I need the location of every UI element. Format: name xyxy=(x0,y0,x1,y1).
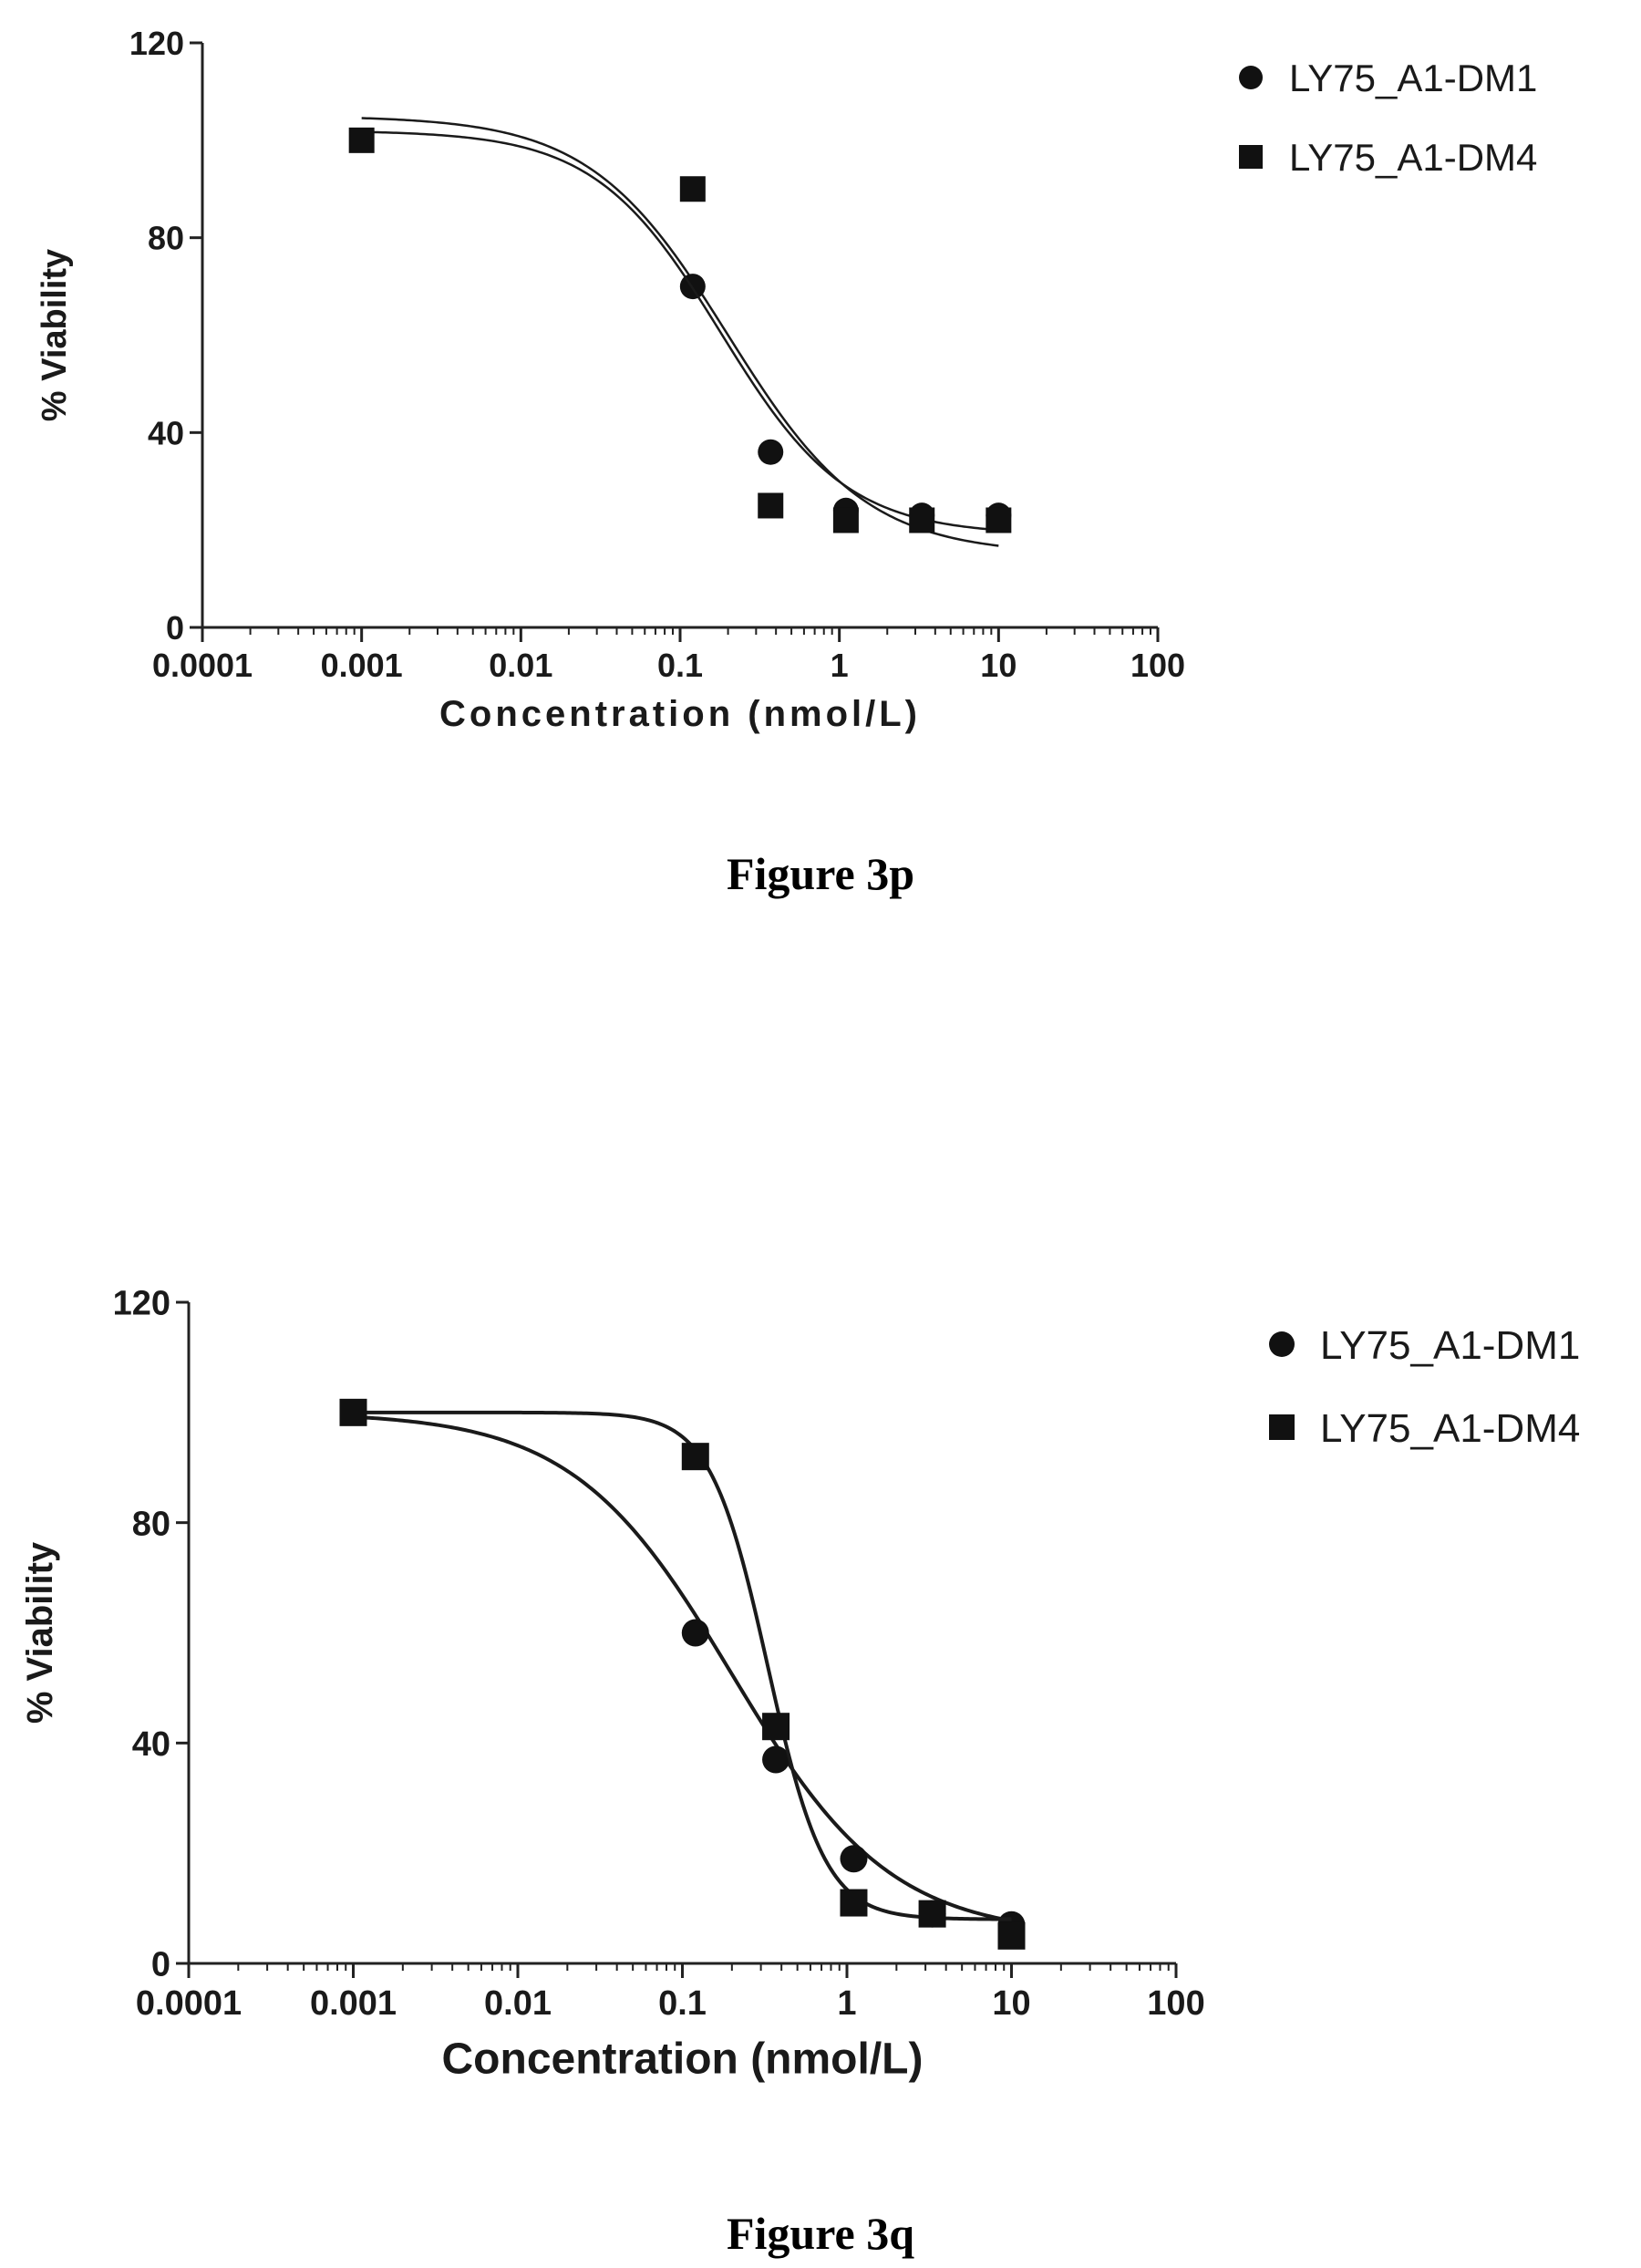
y-axis-title: % Viability xyxy=(36,249,74,421)
data-point-square xyxy=(339,1398,367,1426)
fit-curve-square xyxy=(361,130,999,532)
data-point-square xyxy=(909,507,935,533)
y-tick-label: 0 xyxy=(166,609,184,647)
data-point-square xyxy=(840,1889,868,1917)
x-tick-label: 0.001 xyxy=(321,647,403,684)
legend-label: LY75_A1-DM4 xyxy=(1289,136,1537,179)
y-tick-label: 40 xyxy=(148,414,184,451)
data-point-square xyxy=(681,1443,709,1471)
x-axis-title: Concentration (nmol/L) xyxy=(442,2035,924,2084)
data-point-circle xyxy=(840,1845,868,1873)
x-tick-label: 10 xyxy=(992,1984,1030,2023)
y-tick-label: 40 xyxy=(132,1725,170,1764)
data-point-circle xyxy=(681,1619,709,1647)
fit-curve-square xyxy=(353,1410,1012,1921)
x-tick-label: 10 xyxy=(980,647,1017,684)
x-tick-label: 100 xyxy=(1147,1984,1204,2023)
fit-curve-circle xyxy=(353,1414,1012,1923)
x-tick-label: 0.001 xyxy=(310,1984,397,2023)
data-point-square xyxy=(679,176,706,202)
x-axis-title: Concentration (nmol/L) xyxy=(439,694,921,734)
data-point-square xyxy=(762,1713,790,1741)
data-point-square xyxy=(758,492,784,519)
x-tick-label: 0.1 xyxy=(658,1984,707,2023)
chart-3p: 0 40 80 120 0.0001 0.001 0.01 0.1 1 10 100 Concentr… xyxy=(36,25,1537,899)
y-axis-title: % Viability xyxy=(20,1541,60,1724)
legend-marker-square xyxy=(1269,1414,1295,1440)
data-point-square xyxy=(997,1921,1026,1950)
legend-label: LY75_A1-DM4 xyxy=(1320,1406,1580,1451)
legend-marker-square xyxy=(1239,145,1263,169)
data-point-circle xyxy=(758,439,784,465)
x-tick-label: 0.0001 xyxy=(136,1984,242,2023)
figure-caption: Figure 3p xyxy=(727,848,914,899)
data-point-circle xyxy=(762,1745,790,1774)
y-tick-label: 80 xyxy=(132,1505,170,1543)
data-point-square xyxy=(918,1900,946,1928)
data-point-square xyxy=(986,507,1012,533)
data-point-square xyxy=(348,127,375,153)
legend-marker-circle xyxy=(1239,66,1263,89)
x-tick-label: 1 xyxy=(837,1984,856,2023)
x-tick-label: 1 xyxy=(831,647,849,684)
y-tick-label: 120 xyxy=(129,25,184,62)
x-tick-label: 0.01 xyxy=(489,647,552,684)
y-tick-label: 80 xyxy=(148,220,184,257)
data-point-square xyxy=(832,507,859,533)
legend-label: LY75_A1-DM1 xyxy=(1320,1323,1580,1368)
figure-caption: Figure 3q xyxy=(727,2208,914,2259)
y-tick-label: 0 xyxy=(151,1946,170,1984)
legend-label: LY75_A1-DM1 xyxy=(1289,57,1537,99)
fit-curve-circle xyxy=(361,117,999,547)
legend-marker-circle xyxy=(1269,1331,1295,1357)
chart-3q: 0 40 80 120 0.0001 0.001 0.01 0.1 1 10 100 Concentr… xyxy=(20,1285,1580,2259)
x-tick-label: 0.0001 xyxy=(152,647,253,684)
x-tick-label: 0.1 xyxy=(657,647,703,684)
x-tick-label: 0.01 xyxy=(484,1984,552,2023)
y-tick-label: 120 xyxy=(113,1285,170,1323)
x-tick-label: 100 xyxy=(1130,647,1185,684)
